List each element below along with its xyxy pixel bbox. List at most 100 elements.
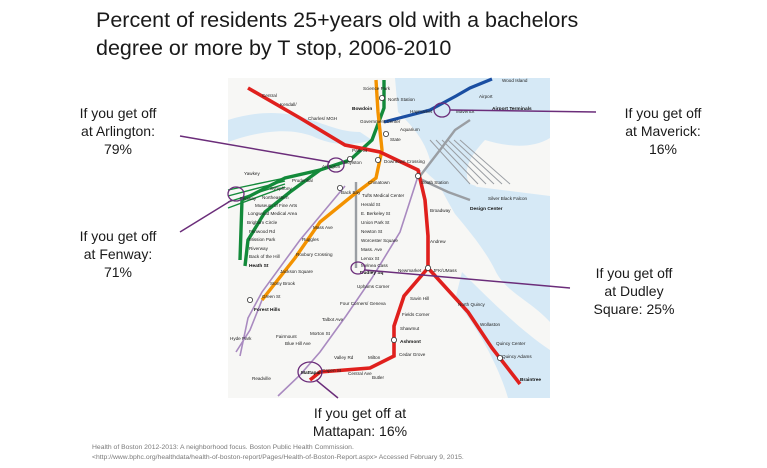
station-wood-island: Wood Island	[502, 78, 528, 83]
station-worcester: Worcester Square	[361, 238, 398, 243]
station-government-center: Government Center	[360, 119, 401, 124]
callout-leaders	[179, 109, 597, 399]
callout-dudley: If you get off at Dudley Square: 25%	[564, 264, 704, 318]
station-newton: Newton St	[361, 229, 383, 234]
leader-fenway	[179, 199, 233, 233]
callout-fenway-line-1: If you get off	[79, 228, 157, 244]
silver-branch-2	[435, 139, 479, 185]
dorchester-bay	[455, 272, 550, 398]
station-north-quincy: North Quincy	[458, 302, 486, 307]
transfer-south-station	[414, 172, 421, 179]
station-longwood-medical: Longwood Medical Area	[248, 211, 297, 216]
station-hyde-park: Hyde Park	[230, 336, 252, 341]
green-d-branch	[227, 183, 286, 203]
station-e-berkeley: E. Berkeley St	[361, 211, 391, 216]
station-quincy-center: Quincy Center	[496, 341, 526, 346]
station-braintree: Braintree	[520, 377, 541, 383]
orange-line	[260, 79, 384, 302]
station-airport: Airport	[479, 94, 493, 99]
highlight-dudley	[350, 261, 366, 275]
station-riverway: Riverway	[249, 246, 269, 251]
station-forest-hills: Forest Hills	[254, 307, 280, 313]
station-park-st: Park St	[352, 148, 368, 153]
station-heath: Heath St	[249, 263, 269, 269]
callout-arlington-line-2: at Arlington:	[81, 123, 155, 139]
green-line-main	[238, 80, 386, 261]
station-mission-park: Mission Park	[249, 237, 276, 242]
leader-arlington	[179, 135, 331, 163]
station-downtown-crossing: Downtown Crossing	[384, 159, 425, 164]
highlight-arlington	[327, 157, 345, 173]
red-line-ashmont	[308, 266, 430, 382]
station-bowdoin: Bowdoin	[352, 106, 372, 112]
station-museum: Museum of Fine Arts	[255, 203, 298, 208]
station-butler: Butler	[372, 375, 384, 380]
station-union-park: Union Park St	[361, 220, 390, 225]
station-jfk: JFK/UMass	[433, 268, 457, 273]
callout-maverick-line-1: If you get off	[624, 105, 702, 121]
station-wollaston: Wollaston	[480, 322, 501, 327]
station-savin: Savin Hill	[410, 296, 429, 301]
station-state: State	[390, 137, 401, 142]
station-central-ave: Central Ave	[348, 371, 372, 376]
station-quincy-adams: Quincy Adams	[502, 354, 532, 359]
station-silver-black: Silver Black Falcon	[488, 196, 528, 201]
silver-branch-6	[459, 139, 511, 185]
slide-title: Percent of residents 25+years old with a…	[96, 6, 716, 62]
callout-fenway-value: 71%	[103, 264, 133, 280]
station-fenwood: Fenwood Rd	[249, 229, 275, 234]
silver-line-airport	[419, 119, 471, 177]
highlighted-stops	[227, 102, 451, 383]
station-south-station: South Station	[421, 180, 449, 185]
highlight-mattapan	[297, 361, 323, 383]
callout-fenway-line-2: at Fenway:	[83, 246, 153, 262]
highlight-fenway	[227, 186, 245, 202]
callout-mattapan-line-1: If you get off at	[313, 405, 407, 421]
green-b-branch	[227, 177, 286, 191]
station-north-station: North Station	[388, 97, 415, 102]
station-science-park: Science Park	[363, 86, 391, 91]
station-kendall: Kendall/	[280, 102, 297, 107]
callout-maverick: If you get off at Maverick: 16%	[593, 104, 733, 158]
station-lenox: Lenox St	[361, 256, 380, 261]
station-melnea: Melnea Cass	[361, 263, 389, 268]
station-mattapan: Mattapan	[301, 370, 322, 376]
station-capen: Capen St	[322, 368, 342, 373]
transfer-downtown	[374, 156, 381, 163]
station-labels: Central Kendall/ Science Park North Stat…	[230, 78, 541, 383]
silver-line-waterfront	[417, 176, 471, 202]
station-milton: Milton	[368, 355, 381, 360]
station-newmarket: Newmarket	[398, 268, 422, 273]
station-mass-ave: Mass Ave	[313, 225, 333, 230]
title-line-2: degree or more by T stop, 2006-2010	[96, 36, 452, 60]
callout-dudley-line-1: If you get off	[595, 265, 673, 281]
inner-harbor	[395, 78, 550, 322]
station-jackson: Jackson Square	[280, 269, 313, 274]
station-charles-mgh: Charles/ MGH	[308, 116, 337, 121]
station-yawkey: Yawkey	[244, 171, 260, 176]
fairmount-line	[277, 169, 421, 397]
transfer-state	[382, 130, 389, 137]
silver-line-branches	[429, 139, 511, 185]
station-fields: Fields Corner	[402, 312, 430, 317]
station-herald: Herald St	[361, 202, 381, 207]
charles-river	[228, 113, 372, 145]
green-c-branch	[227, 180, 286, 197]
station-cedar: Cedar Grove	[399, 352, 426, 357]
transfer-quincy-adams	[496, 354, 503, 361]
franklin-line	[235, 299, 263, 353]
station-northeastern: Northeastern	[262, 195, 289, 200]
needham-line	[239, 185, 346, 357]
fort-point-channel	[424, 160, 476, 200]
source-citation: Health of Boston 2012-2013: A neighborho…	[92, 443, 732, 463]
station-arlington: Arlington	[322, 164, 341, 169]
station-ruggles: Ruggles	[302, 237, 320, 242]
station-four-corners: Four Corners/ Geneva	[340, 301, 386, 306]
callout-arlington: If you get off at Arlington: 79%	[58, 104, 178, 158]
transfer-stations	[246, 95, 503, 361]
blue-line	[383, 77, 493, 124]
commuter-rail-lines	[235, 169, 421, 397]
red-line-north	[247, 86, 430, 268]
station-prudential: Prudential	[292, 178, 313, 183]
callout-arlington-line-1: If you get off	[79, 105, 157, 121]
